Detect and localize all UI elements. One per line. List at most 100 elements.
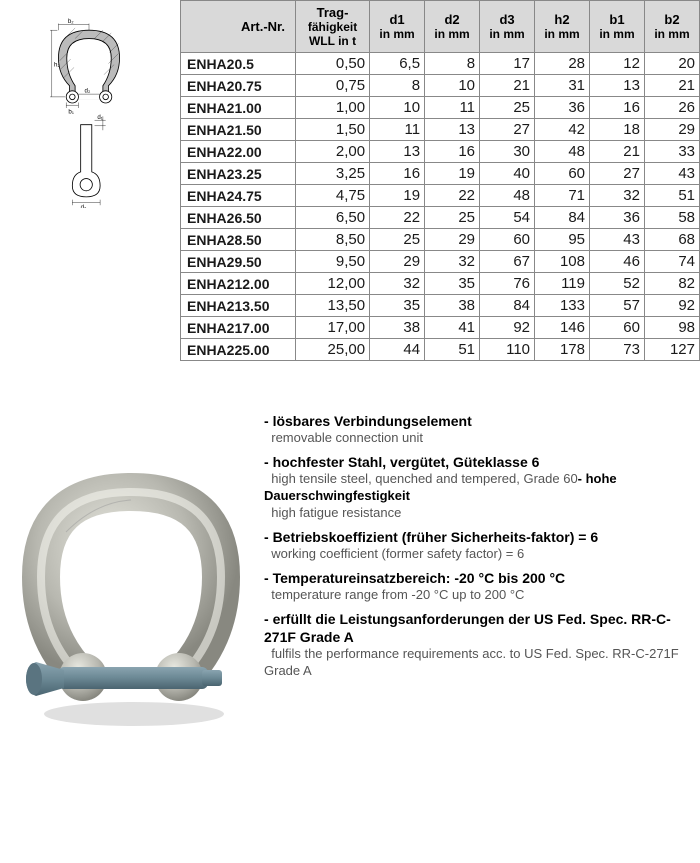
table-row: ENHA22.002,00131630482133 bbox=[181, 141, 700, 163]
spec-en: removable connection unit bbox=[271, 430, 423, 445]
cell-artnr: ENHA20.75 bbox=[181, 75, 296, 97]
cell-artnr: ENHA28.50 bbox=[181, 229, 296, 251]
spec-item: - erfüllt die Leistungsanforderungen der… bbox=[264, 610, 694, 680]
cell-b2: 51 bbox=[644, 185, 699, 207]
cell-d3: 60 bbox=[480, 229, 535, 251]
cell-d1: 25 bbox=[370, 229, 425, 251]
cell-d3: 110 bbox=[480, 339, 535, 361]
spec-item: - Temperatureinsatzbereich: -20 °C bis 2… bbox=[264, 569, 694, 604]
cell-b2: 43 bbox=[644, 163, 699, 185]
cell-b2: 29 bbox=[644, 119, 699, 141]
cell-d3: 48 bbox=[480, 185, 535, 207]
table-column: Art.-Nr. Trag-fähigkeitWLL in t d1in mm … bbox=[180, 0, 700, 372]
spec-en: temperature range from -20 °C up to 200 … bbox=[271, 587, 524, 602]
col-d2: d2in mm bbox=[425, 1, 480, 53]
cell-wll: 12,00 bbox=[296, 273, 370, 295]
dim-b1: b₁ bbox=[68, 109, 73, 116]
table-row: ENHA20.50,506,5817281220 bbox=[181, 53, 700, 75]
cell-b1: 32 bbox=[590, 185, 645, 207]
cell-artnr: ENHA21.00 bbox=[181, 97, 296, 119]
spec-de: lösbares Verbindungselement bbox=[273, 413, 472, 429]
cell-d3: 25 bbox=[480, 97, 535, 119]
cell-wll: 6,50 bbox=[296, 207, 370, 229]
cell-d2: 25 bbox=[425, 207, 480, 229]
spec-item: - Betriebskoeffizient (früher Sicherheit… bbox=[264, 528, 694, 563]
cell-d2: 10 bbox=[425, 75, 480, 97]
cell-b1: 36 bbox=[590, 207, 645, 229]
spec-de: Temperatureinsatzbereich: -20 °C bis 200… bbox=[273, 570, 566, 586]
cell-artnr: ENHA24.75 bbox=[181, 185, 296, 207]
table-row: ENHA23.253,25161940602743 bbox=[181, 163, 700, 185]
cell-d3: 21 bbox=[480, 75, 535, 97]
cell-b1: 21 bbox=[590, 141, 645, 163]
cell-b1: 73 bbox=[590, 339, 645, 361]
cell-b2: 33 bbox=[644, 141, 699, 163]
cell-d1: 19 bbox=[370, 185, 425, 207]
spec-en: working coefficient (former safety facto… bbox=[271, 546, 524, 561]
spec-item: - hochfester Stahl, vergütet, Güteklasse… bbox=[264, 453, 694, 522]
dim-d2: d₂ bbox=[85, 87, 91, 94]
cell-h2: 71 bbox=[535, 185, 590, 207]
col-d1: d1in mm bbox=[370, 1, 425, 53]
dim-b2: b₂ bbox=[68, 18, 74, 25]
cell-d3: 54 bbox=[480, 207, 535, 229]
col-h2: h2in mm bbox=[535, 1, 590, 53]
cell-d2: 16 bbox=[425, 141, 480, 163]
cell-b2: 26 bbox=[644, 97, 699, 119]
specs-column: - lösbares Verbindungselement removable … bbox=[256, 412, 694, 737]
cell-d3: 92 bbox=[480, 317, 535, 339]
table-row: ENHA28.508,50252960954368 bbox=[181, 229, 700, 251]
cell-wll: 1,50 bbox=[296, 119, 370, 141]
cell-d2: 51 bbox=[425, 339, 480, 361]
cell-d2: 41 bbox=[425, 317, 480, 339]
cell-b2: 127 bbox=[644, 339, 699, 361]
cell-b2: 21 bbox=[644, 75, 699, 97]
cell-b1: 18 bbox=[590, 119, 645, 141]
cell-d3: 40 bbox=[480, 163, 535, 185]
cell-artnr: ENHA21.50 bbox=[181, 119, 296, 141]
cell-wll: 25,00 bbox=[296, 339, 370, 361]
cell-d1: 8 bbox=[370, 75, 425, 97]
cell-d2: 38 bbox=[425, 295, 480, 317]
spec-en: fulfils the performance requirements acc… bbox=[264, 646, 679, 678]
cell-wll: 9,50 bbox=[296, 251, 370, 273]
cell-d3: 76 bbox=[480, 273, 535, 295]
spec-item: - lösbares Verbindungselement removable … bbox=[264, 412, 694, 447]
cell-artnr: ENHA213.50 bbox=[181, 295, 296, 317]
shackle-diagram-svg: b₂ h₂ d₂ b₁ bbox=[4, 8, 174, 208]
spec-en2: high fatigue resistance bbox=[271, 505, 401, 520]
spec-de: erfüllt die Leistungsanforderungen der U… bbox=[264, 611, 671, 645]
cell-d2: 29 bbox=[425, 229, 480, 251]
cell-d3: 17 bbox=[480, 53, 535, 75]
cell-b2: 74 bbox=[644, 251, 699, 273]
shackle-photo-svg bbox=[6, 472, 251, 732]
cell-b1: 12 bbox=[590, 53, 645, 75]
cell-b1: 46 bbox=[590, 251, 645, 273]
cell-d1: 29 bbox=[370, 251, 425, 273]
cell-h2: 108 bbox=[535, 251, 590, 273]
cell-h2: 60 bbox=[535, 163, 590, 185]
cell-h2: 28 bbox=[535, 53, 590, 75]
cell-d1: 22 bbox=[370, 207, 425, 229]
cell-wll: 1,00 bbox=[296, 97, 370, 119]
cell-h2: 36 bbox=[535, 97, 590, 119]
dim-h2: h₂ bbox=[54, 61, 60, 68]
cell-wll: 3,25 bbox=[296, 163, 370, 185]
cell-d1: 11 bbox=[370, 119, 425, 141]
cell-b2: 58 bbox=[644, 207, 699, 229]
cell-d2: 19 bbox=[425, 163, 480, 185]
table-row: ENHA217.0017,003841921466098 bbox=[181, 317, 700, 339]
cell-artnr: ENHA29.50 bbox=[181, 251, 296, 273]
cell-d1: 32 bbox=[370, 273, 425, 295]
cell-h2: 146 bbox=[535, 317, 590, 339]
lower-section: - lösbares Verbindungselement removable … bbox=[0, 412, 700, 737]
cell-d2: 13 bbox=[425, 119, 480, 141]
cell-b1: 52 bbox=[590, 273, 645, 295]
cell-wll: 8,50 bbox=[296, 229, 370, 251]
cell-h2: 178 bbox=[535, 339, 590, 361]
cell-h2: 48 bbox=[535, 141, 590, 163]
table-row: ENHA21.001,00101125361626 bbox=[181, 97, 700, 119]
spec-table: Art.-Nr. Trag-fähigkeitWLL in t d1in mm … bbox=[180, 0, 700, 361]
cell-artnr: ENHA225.00 bbox=[181, 339, 296, 361]
cell-h2: 84 bbox=[535, 207, 590, 229]
